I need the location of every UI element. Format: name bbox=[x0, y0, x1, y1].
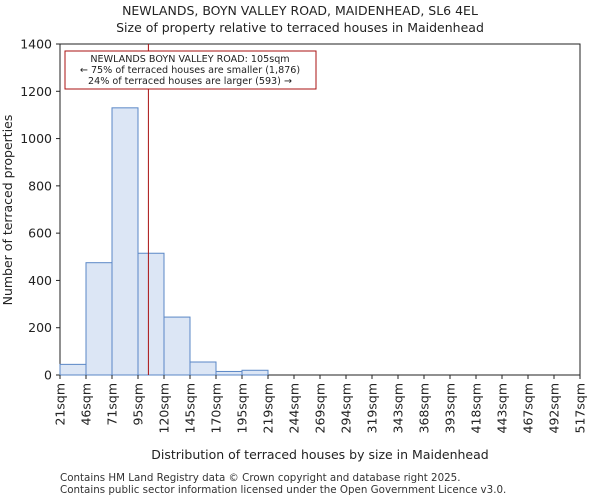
x-tick-label: 269sqm bbox=[313, 383, 328, 433]
x-tick-label: 467sqm bbox=[521, 383, 536, 433]
x-tick-label: 95sqm bbox=[131, 383, 146, 426]
y-tick-label: 200 bbox=[28, 320, 52, 335]
x-tick-label: 46sqm bbox=[79, 383, 94, 426]
chart-title-line1: NEWLANDS, BOYN VALLEY ROAD, MAIDENHEAD, … bbox=[122, 3, 478, 18]
histogram-bar bbox=[189, 361, 217, 376]
y-tick-label: 0 bbox=[44, 368, 52, 383]
chart-title-line2: Size of property relative to terraced ho… bbox=[116, 20, 484, 35]
x-tick-label: 170sqm bbox=[209, 383, 224, 433]
x-tick-label: 244sqm bbox=[287, 383, 302, 433]
y-tick-label: 1400 bbox=[20, 37, 52, 52]
histogram-bar bbox=[85, 262, 113, 376]
x-tick-label: 492sqm bbox=[547, 383, 562, 433]
histogram-bar bbox=[111, 107, 139, 376]
x-axis-label: Distribution of terraced houses by size … bbox=[151, 447, 488, 462]
histogram-bar bbox=[163, 316, 191, 376]
y-tick-label: 400 bbox=[28, 273, 52, 288]
y-tick-label: 1200 bbox=[20, 84, 52, 99]
footer-copyright: Contains HM Land Registry data © Crown c… bbox=[60, 472, 461, 484]
x-tick-label: 219sqm bbox=[261, 383, 276, 433]
y-tick-label: 1000 bbox=[20, 131, 52, 146]
x-tick-label: 393sqm bbox=[443, 383, 458, 433]
x-tick-label: 145sqm bbox=[183, 383, 198, 433]
histogram-bar bbox=[137, 252, 165, 376]
annotation-box bbox=[64, 50, 317, 90]
y-axis-label: Number of terraced properties bbox=[0, 115, 15, 306]
x-tick-label: 71sqm bbox=[105, 383, 120, 426]
histogram-bar bbox=[215, 370, 243, 376]
x-tick-label: 418sqm bbox=[469, 383, 484, 433]
annotation-line-2: ← 75% of terraced houses are smaller (1,… bbox=[80, 65, 300, 76]
footer-licence: Contains public sector information licen… bbox=[60, 484, 507, 496]
y-tick-label: 800 bbox=[28, 178, 52, 193]
annotation-line-3: 24% of terraced houses are larger (593) … bbox=[88, 76, 292, 87]
x-tick-label: 195sqm bbox=[235, 383, 250, 433]
x-tick-label: 120sqm bbox=[157, 383, 172, 433]
x-tick-label: 319sqm bbox=[365, 383, 380, 433]
x-tick-label: 368sqm bbox=[417, 383, 432, 433]
x-tick-label: 517sqm bbox=[573, 383, 588, 433]
x-tick-label: 443sqm bbox=[495, 383, 510, 433]
x-tick-label: 21sqm bbox=[53, 383, 68, 426]
histogram-bar bbox=[241, 369, 269, 376]
x-tick-label: 294sqm bbox=[339, 383, 354, 433]
y-tick-label: 600 bbox=[28, 226, 52, 241]
x-tick-label: 343sqm bbox=[391, 383, 406, 433]
histogram-bar bbox=[59, 363, 87, 376]
annotation-line-1: NEWLANDS BOYN VALLEY ROAD: 105sqm bbox=[90, 54, 289, 65]
